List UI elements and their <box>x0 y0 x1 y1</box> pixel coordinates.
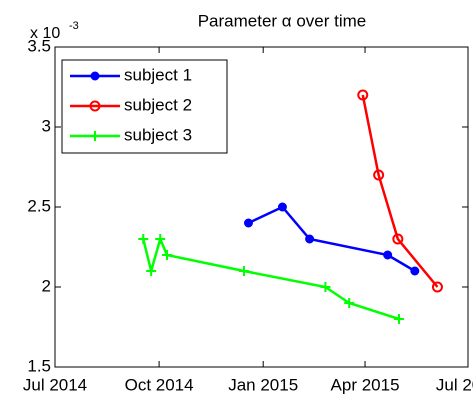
data-point <box>162 250 173 260</box>
data-point <box>383 250 393 260</box>
data-point <box>393 314 404 324</box>
data-point <box>138 234 149 244</box>
data-point <box>305 234 315 244</box>
legend-label: subject 3 <box>124 125 192 144</box>
data-point <box>238 266 249 276</box>
y-multiplier-exponent: -3 <box>69 20 79 32</box>
data-point <box>243 218 253 228</box>
series-line <box>361 94 439 288</box>
legend-marker <box>90 71 100 81</box>
legend-marker <box>89 100 101 112</box>
data-point <box>146 266 157 276</box>
data-point <box>431 281 443 293</box>
data-point <box>344 298 355 308</box>
x-tick-label: Oct 2014 <box>125 375 194 394</box>
data-point <box>357 89 369 101</box>
chart-title: Parameter α over time <box>198 11 367 30</box>
y-tick-label: 2 <box>42 276 51 295</box>
y-tick-label: 3 <box>42 116 51 135</box>
x-tick-label: Jul 2014 <box>23 375 87 394</box>
data-point <box>320 282 331 292</box>
y-tick-label: 2.5 <box>27 196 51 215</box>
data-point <box>155 234 166 244</box>
legend-label: subject 1 <box>124 65 192 84</box>
y-tick-label: 1.5 <box>27 356 51 375</box>
x-tick-label: Jan 2015 <box>228 375 298 394</box>
data-point <box>392 233 404 245</box>
y-multiplier: x 10 <box>30 25 60 42</box>
y-tick-label: 3.5 <box>27 36 51 55</box>
data-point <box>277 202 287 212</box>
x-tick-label: Jul 2015 <box>436 375 473 394</box>
data-point <box>373 169 385 181</box>
data-point <box>410 266 420 276</box>
legend-label: subject 2 <box>124 95 192 114</box>
legend-marker <box>90 131 100 141</box>
series-line <box>142 235 400 321</box>
x-tick-label: Apr 2015 <box>331 375 400 394</box>
